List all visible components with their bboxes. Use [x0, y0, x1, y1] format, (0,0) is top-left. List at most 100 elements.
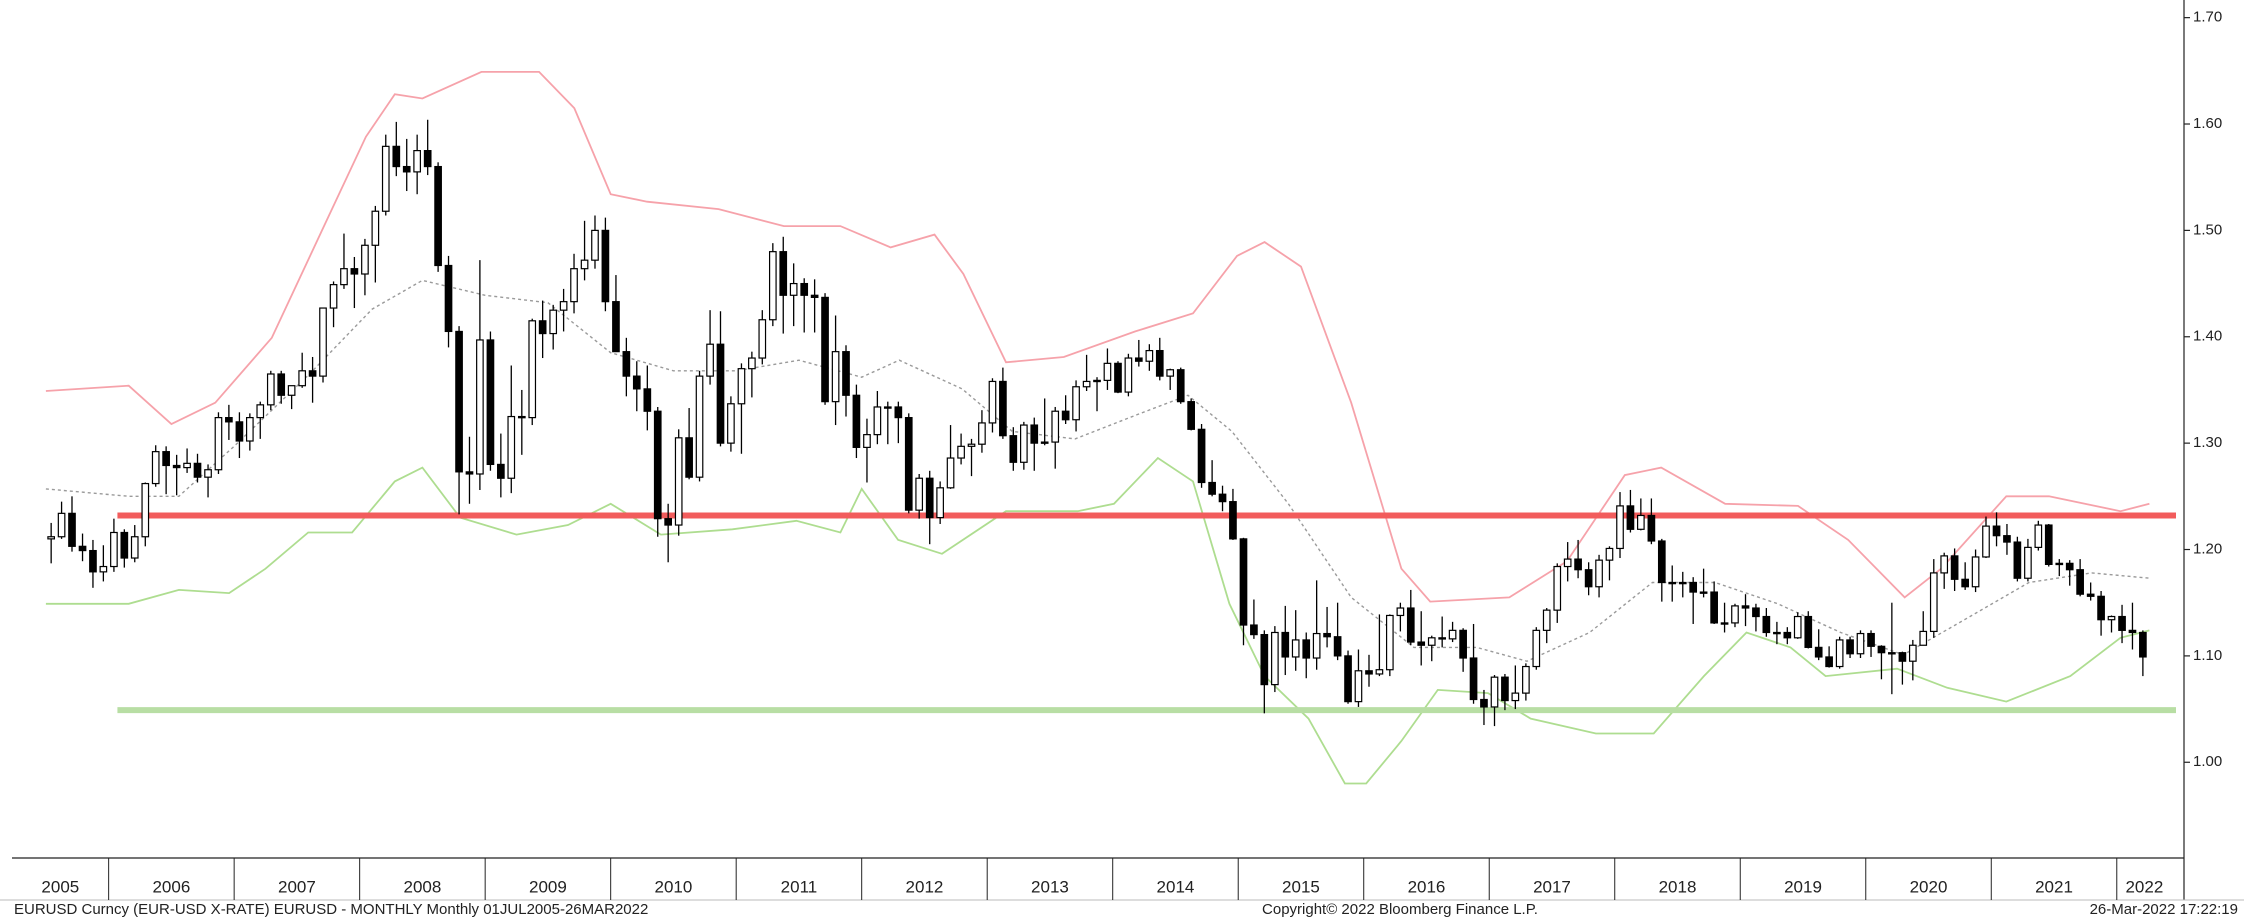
candle-body	[1605, 547, 1614, 561]
y-tick-label: 1.50	[2193, 221, 2222, 238]
candle-body	[1438, 637, 1447, 640]
band-line	[45, 456, 2150, 785]
candle-body	[800, 282, 809, 296]
candle-body	[1072, 386, 1080, 421]
candle-body	[1710, 591, 1718, 624]
candle-body	[1929, 572, 1938, 633]
candle-body	[915, 477, 924, 511]
candle-body	[653, 410, 662, 520]
candle-body	[967, 443, 976, 447]
candle-body	[277, 373, 286, 396]
candle-body	[2003, 535, 2011, 543]
y-tick-label: 1.00	[2193, 753, 2222, 770]
candle-body	[287, 385, 296, 396]
x-tick-label: 2016	[1408, 877, 1446, 896]
candle-body	[1396, 607, 1405, 617]
candle-body	[1616, 505, 1624, 550]
candle-body	[151, 451, 160, 485]
candle-body	[1375, 669, 1384, 675]
candle-body	[476, 339, 484, 475]
candle-body	[810, 294, 819, 299]
candle-body	[1522, 665, 1530, 694]
candle-body	[57, 512, 66, 538]
x-tick-label: 2022	[2125, 877, 2163, 896]
y-tick-label: 1.70	[2193, 9, 2222, 26]
x-tick-label: 2014	[1157, 877, 1195, 896]
candle-body	[1187, 401, 1195, 430]
candle-body	[1637, 514, 1645, 530]
candle-body	[1553, 565, 1562, 611]
candle-body	[1762, 615, 1771, 634]
candle-body	[78, 545, 87, 552]
candle-body	[1218, 493, 1227, 503]
candle-body	[1877, 645, 1886, 654]
candle-body	[1846, 639, 1854, 655]
candle-body	[622, 351, 631, 377]
candle-body	[1731, 605, 1739, 624]
candle-body	[1961, 578, 1970, 588]
candle-body	[685, 437, 693, 478]
candle-body	[1155, 349, 1164, 377]
candle-body	[842, 351, 850, 396]
candle-body	[580, 259, 589, 270]
candle-body	[894, 406, 903, 419]
candle-body	[1417, 641, 1426, 646]
candle-body	[319, 307, 327, 377]
candle-body	[1480, 698, 1488, 708]
candle-body	[789, 282, 798, 296]
candle-body	[1365, 670, 1373, 675]
y-tick-label: 1.10	[2193, 647, 2222, 664]
candle-body	[988, 380, 997, 424]
candle-body	[1302, 639, 1311, 659]
candle-body	[643, 388, 652, 412]
candle-body	[1312, 632, 1321, 659]
candle-body	[1469, 657, 1478, 701]
candle-body	[308, 370, 317, 377]
candle-body	[183, 462, 191, 469]
candle-body	[402, 165, 411, 173]
candle-body	[559, 301, 568, 311]
candle-body	[1752, 607, 1760, 618]
candle-body	[925, 477, 934, 519]
candle-body	[1197, 428, 1206, 484]
footer-right: 26-Mar-2022 17:22:19	[2090, 901, 2238, 917]
candle-body	[413, 150, 421, 173]
candle-body	[497, 463, 505, 479]
candle-body	[1584, 569, 1593, 588]
candle-body	[2013, 541, 2022, 579]
y-tick-label: 1.20	[2193, 540, 2222, 557]
candle-body	[768, 251, 777, 321]
x-tick-label: 2008	[403, 877, 441, 896]
candle-body	[936, 487, 944, 519]
candle-body	[1647, 514, 1656, 542]
candle-body	[748, 357, 756, 370]
candle-body	[612, 301, 620, 353]
candle-body	[1532, 629, 1541, 668]
candle-body	[2044, 524, 2053, 566]
candle-body	[47, 536, 56, 540]
candle-body	[1898, 652, 1907, 662]
candle-body	[999, 380, 1007, 437]
x-tick-label: 2005	[41, 877, 79, 896]
x-tick-label: 2009	[529, 877, 567, 896]
candle-body	[2034, 524, 2043, 548]
candle-body	[99, 565, 108, 573]
candle-body	[1448, 629, 1457, 640]
candle-body	[695, 375, 704, 478]
y-tick-label: 1.60	[2193, 115, 2222, 132]
candle-body	[632, 375, 641, 390]
candle-body	[1271, 631, 1279, 686]
candle-body	[1574, 558, 1582, 571]
candle-body	[1040, 441, 1049, 444]
candle-body	[2118, 615, 2126, 631]
candle-body	[883, 406, 892, 409]
candle-body	[1804, 615, 1813, 648]
candle-body	[1888, 652, 1896, 655]
candle-body	[517, 415, 526, 419]
candle-body	[1114, 362, 1122, 393]
candle-body	[2076, 569, 2084, 595]
candle-body	[957, 445, 965, 459]
candle-body	[120, 531, 129, 559]
candle-body	[507, 415, 516, 479]
